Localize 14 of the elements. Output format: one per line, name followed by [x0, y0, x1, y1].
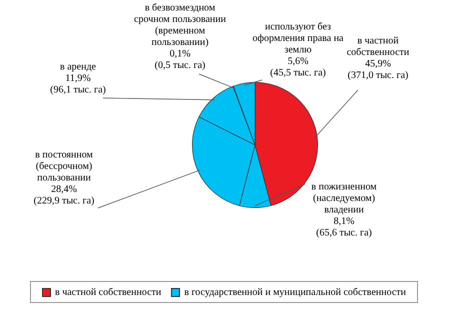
- slice-label: в пожизненном (наследуемом) владении: [311, 182, 378, 216]
- data-label: 11,9% (96,1 тыс. га): [50, 73, 106, 96]
- data-label: 28,4% (229,9 тыс. га): [34, 184, 94, 207]
- slice-label: в постоянном (бессрочном) пользовании: [35, 150, 94, 184]
- slice-label: в безвозмездном срочном пользовании (временном пользовании): [134, 2, 227, 48]
- data-label: 5,6% (45,5 тыс. га): [270, 56, 326, 79]
- text: в частной собственности: [54, 286, 162, 298]
- slice-label: в частной собственности: [346, 36, 410, 58]
- data-label: 45,9% (371,0 тыс. га): [348, 58, 408, 82]
- slice-label: используют без оформления права на землю: [252, 22, 344, 56]
- data-label: 8,1% (65,6 тыс. га): [316, 216, 372, 239]
- slice-label: в аренде: [60, 62, 97, 73]
- text: в государственной и муниципальной собственности: [184, 286, 406, 298]
- data-label: 0,1% (0,5 тыс. га): [154, 48, 206, 72]
